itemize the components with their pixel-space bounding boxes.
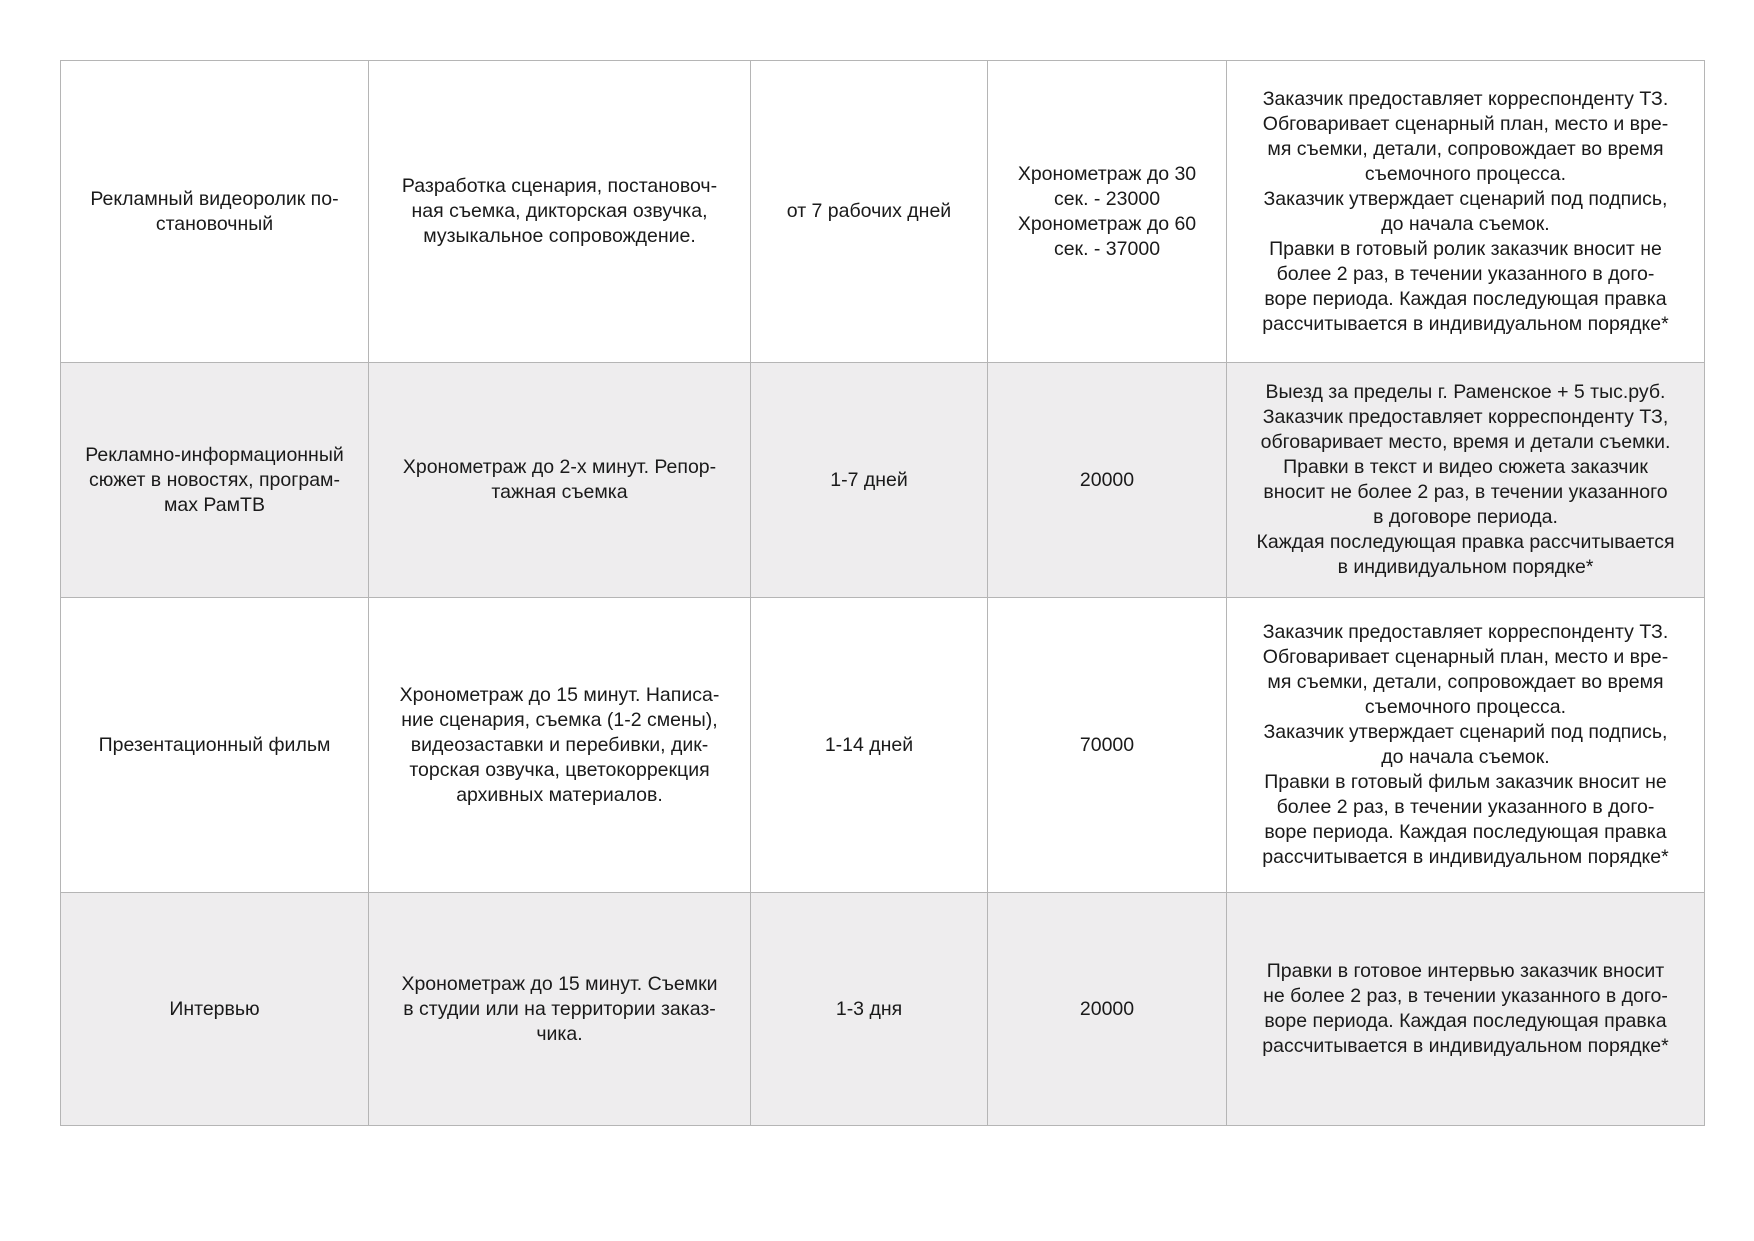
description-cell: Хронометраж до 15 минут. Написа- ние сце… (368, 597, 751, 893)
description-cell: Хронометраж до 15 минут. Съемки в студии… (368, 892, 751, 1126)
service-cell: Рекламный видеоролик по- становочный (60, 60, 369, 363)
price-cell: 70000 (987, 597, 1227, 893)
term-cell: от 7 рабочих дней (750, 60, 988, 363)
conditions-cell: Выезд за пределы г. Раменское + 5 тыс.ру… (1226, 362, 1705, 598)
price-table: Рекламный видеоролик по- становочный Раз… (60, 60, 1705, 1126)
description-cell: Хронометраж до 2-х минут. Репор- тажная … (368, 362, 751, 598)
conditions-cell: Заказчик предоставляет корреспонденту ТЗ… (1226, 597, 1705, 893)
term-cell: 1-14 дней (750, 597, 988, 893)
price-cell: 20000 (987, 362, 1227, 598)
conditions-cell: Правки в готовое интервью заказчик вноси… (1226, 892, 1705, 1126)
service-cell: Интервью (60, 892, 369, 1126)
term-cell: 1-7 дней (750, 362, 988, 598)
term-cell: 1-3 дня (750, 892, 988, 1126)
table-row: Рекламный видеоролик по- становочный Раз… (60, 60, 1705, 363)
description-cell: Разработка сценария, постановоч- ная съе… (368, 60, 751, 363)
table-row: Презентационный фильм Хронометраж до 15 … (60, 597, 1705, 893)
price-cell: 20000 (987, 892, 1227, 1126)
price-cell: Хронометраж до 30 сек. - 23000 Хронометр… (987, 60, 1227, 363)
service-cell: Рекламно-информационный сюжет в новостях… (60, 362, 369, 598)
conditions-cell: Заказчик предоставляет корреспонденту ТЗ… (1226, 60, 1705, 363)
table-row: Интервью Хронометраж до 15 минут. Съемки… (60, 892, 1705, 1126)
service-cell: Презентационный фильм (60, 597, 369, 893)
table-row: Рекламно-информационный сюжет в новостях… (60, 362, 1705, 598)
